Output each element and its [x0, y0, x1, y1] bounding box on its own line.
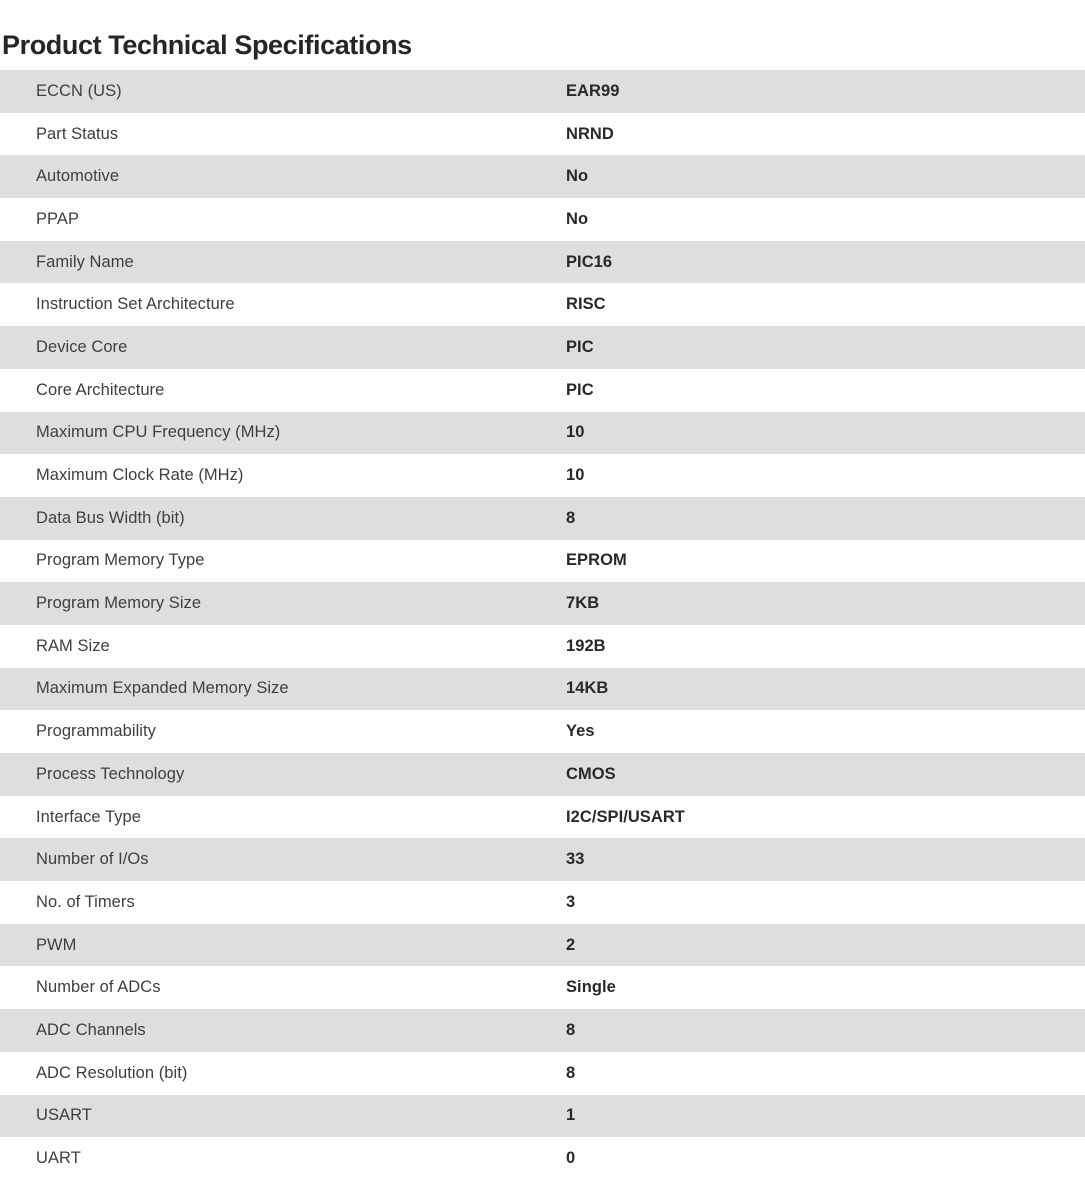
table-row: PWM 2	[0, 923, 1085, 967]
table-row: Core Architecture PIC	[0, 368, 1085, 412]
spec-value: 7KB	[566, 594, 600, 613]
spec-value: CMOS	[566, 764, 616, 783]
spec-label: Part Status	[36, 124, 119, 143]
spec-label: ADC Channels	[36, 1020, 146, 1039]
spec-value: 8	[566, 1020, 576, 1039]
spec-value: 8	[566, 1063, 576, 1082]
spec-label: Maximum Expanded Memory Size	[36, 679, 289, 698]
spec-label: ADC Resolution (bit)	[36, 1063, 188, 1082]
table-row: Automotive No	[0, 155, 1085, 199]
table-row: Instruction Set Architecture RISC	[0, 283, 1085, 327]
spec-value: 192B	[566, 636, 606, 655]
spec-label: Programmability	[36, 722, 156, 741]
table-row: ADC Resolution (bit) 8	[0, 1051, 1085, 1095]
spec-label: Number of ADCs	[36, 978, 161, 997]
table-row: Program Memory Type EPROM	[0, 539, 1085, 583]
spec-label: USART	[36, 1106, 92, 1125]
spec-value: Single	[566, 978, 616, 997]
table-row: Family Name PIC16	[0, 240, 1085, 284]
table-row: ADC Channels 8	[0, 1009, 1085, 1052]
table-row: ECCN (US) EAR99	[0, 70, 1085, 113]
spec-label: No. of Timers	[36, 892, 135, 911]
spec-label: Number of I/Os	[36, 850, 149, 869]
spec-label: PWM	[36, 935, 77, 954]
spec-label: Maximum CPU Frequency (MHz)	[36, 423, 281, 442]
table-row: Maximum CPU Frequency (MHz) 10	[0, 411, 1085, 455]
spec-value: EPROM	[566, 551, 627, 570]
page-title: Product Technical Specifications	[2, 30, 412, 61]
table-row: Device Core PIC	[0, 326, 1085, 369]
table-row: UART 0	[0, 1137, 1085, 1180]
spec-value: 33	[566, 850, 585, 869]
spec-label: UART	[36, 1149, 81, 1168]
spec-value: 14KB	[566, 679, 609, 698]
spec-value: 2	[566, 935, 576, 954]
spec-label: Family Name	[36, 252, 134, 271]
spec-label: RAM Size	[36, 636, 110, 655]
table-row: Maximum Expanded Memory Size 14KB	[0, 667, 1085, 711]
spec-label: Process Technology	[36, 764, 185, 783]
spec-label: Core Architecture	[36, 380, 165, 399]
specifications-table: ECCN (US) EAR99 Part Status NRND Automotive N…	[0, 70, 1085, 1180]
spec-label: PPAP	[36, 209, 79, 228]
spec-label: Device Core	[36, 337, 128, 356]
spec-label: Automotive	[36, 167, 120, 186]
spec-value: NRND	[566, 124, 614, 143]
table-row: Interface Type I2C/SPI/USART	[0, 795, 1085, 839]
spec-value: Yes	[566, 722, 595, 741]
table-row: Process Technology CMOS	[0, 753, 1085, 796]
table-row: Part Status NRND	[0, 112, 1085, 156]
spec-value: PIC	[566, 337, 594, 356]
spec-value: 10	[566, 466, 585, 485]
spec-label: Data Bus Width (bit)	[36, 508, 185, 527]
spec-value: PIC16	[566, 252, 613, 271]
table-row: RAM Size 192B	[0, 624, 1085, 668]
table-row: Maximum Clock Rate (MHz) 10	[0, 454, 1085, 497]
spec-label: Instruction Set Architecture	[36, 295, 235, 314]
spec-label: Interface Type	[36, 807, 141, 826]
spec-value: PIC	[566, 380, 594, 399]
spec-label: Maximum Clock Rate (MHz)	[36, 466, 244, 485]
spec-label: Program Memory Size	[36, 594, 202, 613]
spec-value: 10	[566, 423, 585, 442]
spec-value: 0	[566, 1149, 576, 1168]
table-row: Data Bus Width (bit) 8	[0, 496, 1085, 540]
spec-value: No	[566, 209, 589, 228]
spec-label: ECCN (US)	[36, 81, 122, 100]
table-row: Number of I/Os 33	[0, 838, 1085, 882]
table-row: Number of ADCs Single	[0, 966, 1085, 1010]
table-row: Programmability Yes	[0, 710, 1085, 753]
spec-label: Program Memory Type	[36, 551, 205, 570]
spec-value: I2C/SPI/USART	[566, 807, 685, 826]
spec-value: RISC	[566, 295, 606, 314]
table-row: Program Memory Size 7KB	[0, 582, 1085, 625]
spec-value: 3	[566, 892, 576, 911]
table-row: PPAP No	[0, 198, 1085, 241]
spec-value: No	[566, 167, 589, 186]
table-row: USART 1	[0, 1094, 1085, 1138]
specifications-table-body: ECCN (US) EAR99 Part Status NRND Automotive N…	[0, 70, 1085, 1180]
spec-value: 8	[566, 508, 576, 527]
table-row: No. of Timers 3	[0, 881, 1085, 924]
spec-value: 1	[566, 1106, 576, 1125]
spec-value: EAR99	[566, 81, 620, 100]
